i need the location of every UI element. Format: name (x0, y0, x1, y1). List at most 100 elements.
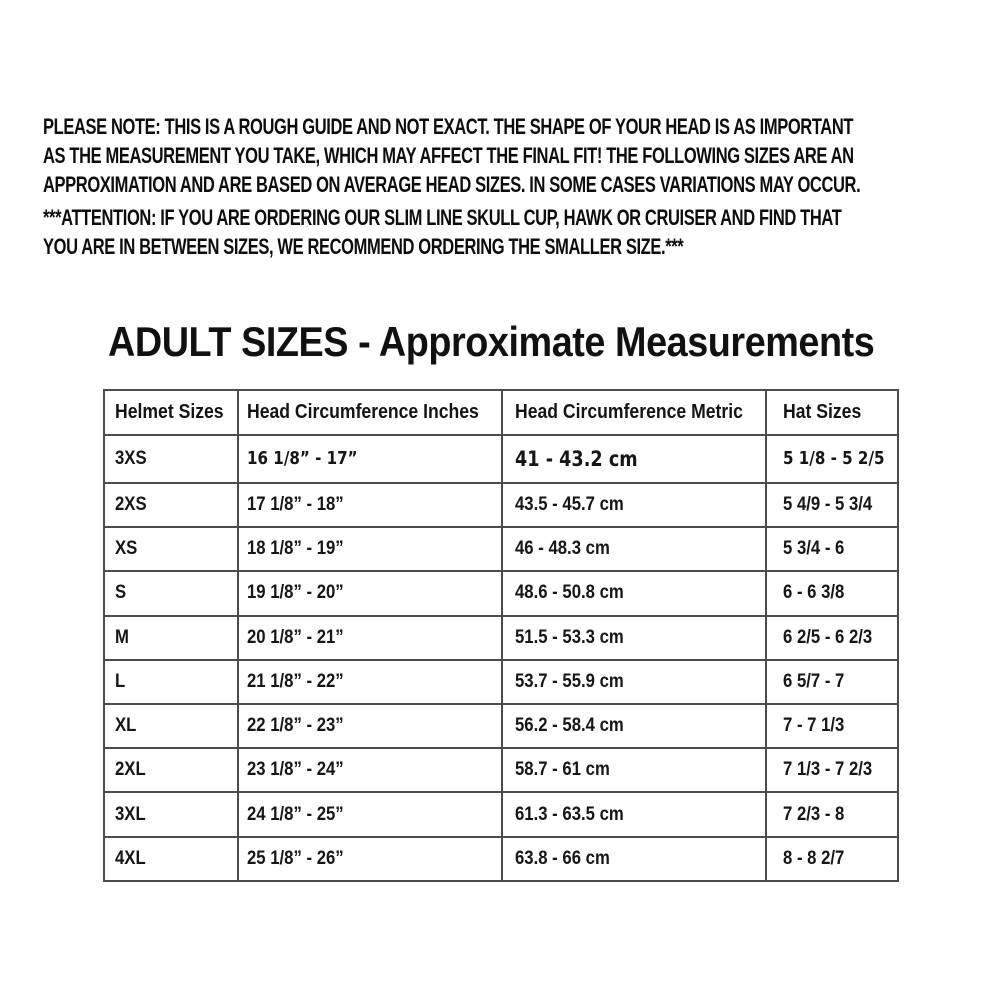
size-table-body: 3XS 16 1/8” - 17” 41 - 43.2 cm 5 1/8 - 5 2/… (103, 434, 899, 883)
metric-range-value: 56.2 - 58.4 cm (515, 715, 624, 737)
cell-metric: 46 - 48.3 cm (501, 526, 767, 573)
attention-line: YOU ARE IN BETWEEN SIZES, WE RECOMMEND O… (43, 234, 684, 259)
metric-range-value: 61.3 - 63.5 cm (515, 803, 624, 825)
table-row: 4XL 25 1/8” - 26” 63.8 - 66 cm 8 - 8 2/7 (103, 835, 899, 883)
cell-inches: 24 1/8” - 25” (237, 791, 503, 838)
table-row: 2XS 17 1/8” - 18” 43.5 - 45.7 cm 5 4/9 - 5 … (103, 481, 899, 529)
page-title: ADULT SIZES - Approximate Measurements (108, 317, 960, 367)
cell-metric: 51.5 - 53.3 cm (501, 614, 767, 661)
cell-metric: 61.3 - 63.5 cm (501, 791, 767, 838)
table-row: XS 18 1/8” - 19” 46 - 48.3 cm 5 3/4 - 6 (103, 526, 899, 573)
cell-inches: 19 1/8” - 20” (237, 570, 503, 617)
cell-hat: 5 4/9 - 5 3/4 (765, 481, 899, 529)
inches-range-value: 19 1/8” - 20” (247, 582, 344, 604)
cell-inches: 18 1/8” - 19” (237, 526, 503, 573)
helmet-size-value: M (115, 626, 129, 648)
table-row: S 19 1/8” - 20” 48.6 - 50.8 cm 6 - 6 3/8 (103, 570, 899, 617)
cell-helmet: 3XS (103, 434, 239, 484)
cell-hat: 7 2/3 - 8 (765, 791, 899, 838)
inches-range-value: 16 1/8” - 17” (247, 448, 358, 470)
cell-metric: 56.2 - 58.4 cm (501, 702, 767, 750)
inches-range-value: 18 1/8” - 19” (247, 538, 344, 560)
helmet-size-value: 2XS (115, 494, 147, 516)
cell-hat: 6 5/7 - 7 (765, 658, 899, 706)
inches-range-value: 22 1/8” - 23” (247, 715, 344, 737)
cell-inches: 20 1/8” - 21” (237, 614, 503, 661)
inches-range-value: 17 1/8” - 18” (247, 494, 344, 516)
helmet-size-value: L (115, 670, 126, 692)
hat-size-value: 5 4/9 - 5 3/4 (783, 494, 873, 516)
header-label: Head Circumference Inches (247, 401, 479, 423)
inches-range-value: 23 1/8” - 24” (247, 759, 344, 781)
cell-inches: 21 1/8” - 22” (237, 658, 503, 706)
attention-paragraph: ***ATTENTION: IF YOU ARE ORDERING OUR SL… (43, 203, 1000, 261)
helmet-size-value: 3XL (115, 803, 146, 825)
helmet-size-value: 4XL (115, 847, 146, 869)
header-label: Head Circumference Metric (515, 401, 743, 423)
inches-range-value: 21 1/8” - 22” (247, 670, 344, 692)
metric-range-value: 46 - 48.3 cm (515, 538, 610, 560)
helmet-size-value: XS (115, 538, 138, 560)
cell-metric: 43.5 - 45.7 cm (501, 481, 767, 529)
inches-range-value: 24 1/8” - 25” (247, 803, 344, 825)
cell-inches: 23 1/8” - 24” (237, 747, 503, 794)
adult-sizes-table: Helmet Sizes Head Circumference Inches H… (103, 389, 899, 883)
cell-helmet: 3XL (103, 791, 239, 838)
header-hat-sizes: Hat Sizes (765, 389, 899, 436)
cell-helmet: XS (103, 526, 239, 573)
metric-range-value: 58.7 - 61 cm (515, 759, 610, 781)
helmet-size-value: S (115, 582, 127, 604)
helmet-size-value: XL (115, 715, 137, 737)
cell-inches: 16 1/8” - 17” (237, 434, 503, 484)
cell-helmet: XL (103, 702, 239, 750)
hat-size-value: 7 - 7 1/3 (783, 715, 845, 737)
header-label: Helmet Sizes (115, 401, 224, 423)
cell-hat: 5 1/8 - 5 2/5 (765, 434, 899, 484)
cell-helmet: 2XS (103, 481, 239, 529)
helmet-size-value: 2XL (115, 759, 146, 781)
hat-size-value: 6 - 6 3/8 (783, 582, 845, 604)
header-circumference-metric: Head Circumference Metric (501, 389, 767, 436)
hat-size-value: 6 5/7 - 7 (783, 670, 845, 692)
table-row: 3XL 24 1/8” - 25” 61.3 - 63.5 cm 7 2/3 - 8 (103, 791, 899, 838)
cell-hat: 7 1/3 - 7 2/3 (765, 747, 899, 794)
cell-metric: 63.8 - 66 cm (501, 835, 767, 883)
table-header-row: Helmet Sizes Head Circumference Inches H… (103, 389, 899, 436)
hat-size-value: 6 2/5 - 6 2/3 (783, 626, 873, 648)
metric-range-value: 41 - 43.2 cm (515, 446, 638, 471)
table-row: 3XS 16 1/8” - 17” 41 - 43.2 cm 5 1/8 - 5 2/… (103, 434, 899, 484)
hat-size-value: 8 - 8 2/7 (783, 847, 845, 869)
attention-line: ***ATTENTION: IF YOU ARE ORDERING OUR SL… (43, 205, 842, 230)
cell-helmet: L (103, 658, 239, 706)
inches-range-value: 20 1/8” - 21” (247, 626, 344, 648)
hat-size-value: 5 1/8 - 5 2/5 (783, 448, 885, 470)
header-helmet-sizes: Helmet Sizes (103, 389, 239, 436)
metric-range-value: 43.5 - 45.7 cm (515, 494, 624, 516)
cell-helmet: M (103, 614, 239, 661)
cell-hat: 8 - 8 2/7 (765, 835, 899, 883)
page-title-text: ADULT SIZES - Approximate Measurements (108, 318, 875, 365)
metric-range-value: 63.8 - 66 cm (515, 847, 610, 869)
note-paragraph: PLEASE NOTE: THIS IS A ROUGH GUIDE AND N… (43, 112, 1000, 199)
metric-range-value: 51.5 - 53.3 cm (515, 626, 624, 648)
metric-range-value: 48.6 - 50.8 cm (515, 582, 624, 604)
hat-size-value: 7 2/3 - 8 (783, 803, 845, 825)
cell-inches: 22 1/8” - 23” (237, 702, 503, 750)
hat-size-value: 5 3/4 - 6 (783, 538, 845, 560)
cell-hat: 5 3/4 - 6 (765, 526, 899, 573)
cell-inches: 17 1/8” - 18” (237, 481, 503, 529)
header-circumference-inches: Head Circumference Inches (237, 389, 503, 436)
table-row: M 20 1/8” - 21” 51.5 - 53.3 cm 6 2/5 - 6 2/… (103, 614, 899, 661)
helmet-size-value: 3XS (115, 447, 147, 469)
cell-metric: 58.7 - 61 cm (501, 747, 767, 794)
cell-helmet: 2XL (103, 747, 239, 794)
table-row: L 21 1/8” - 22” 53.7 - 55.9 cm 6 5/7 - 7 (103, 658, 899, 706)
hat-size-value: 7 1/3 - 7 2/3 (783, 759, 873, 781)
cell-hat: 7 - 7 1/3 (765, 702, 899, 750)
note-line: APPROXIMATION AND ARE BASED ON AVERAGE H… (43, 172, 861, 197)
cell-inches: 25 1/8” - 26” (237, 835, 503, 883)
cell-helmet: 4XL (103, 835, 239, 883)
inches-range-value: 25 1/8” - 26” (247, 847, 344, 869)
cell-hat: 6 - 6 3/8 (765, 570, 899, 617)
header-label: Hat Sizes (783, 401, 862, 423)
